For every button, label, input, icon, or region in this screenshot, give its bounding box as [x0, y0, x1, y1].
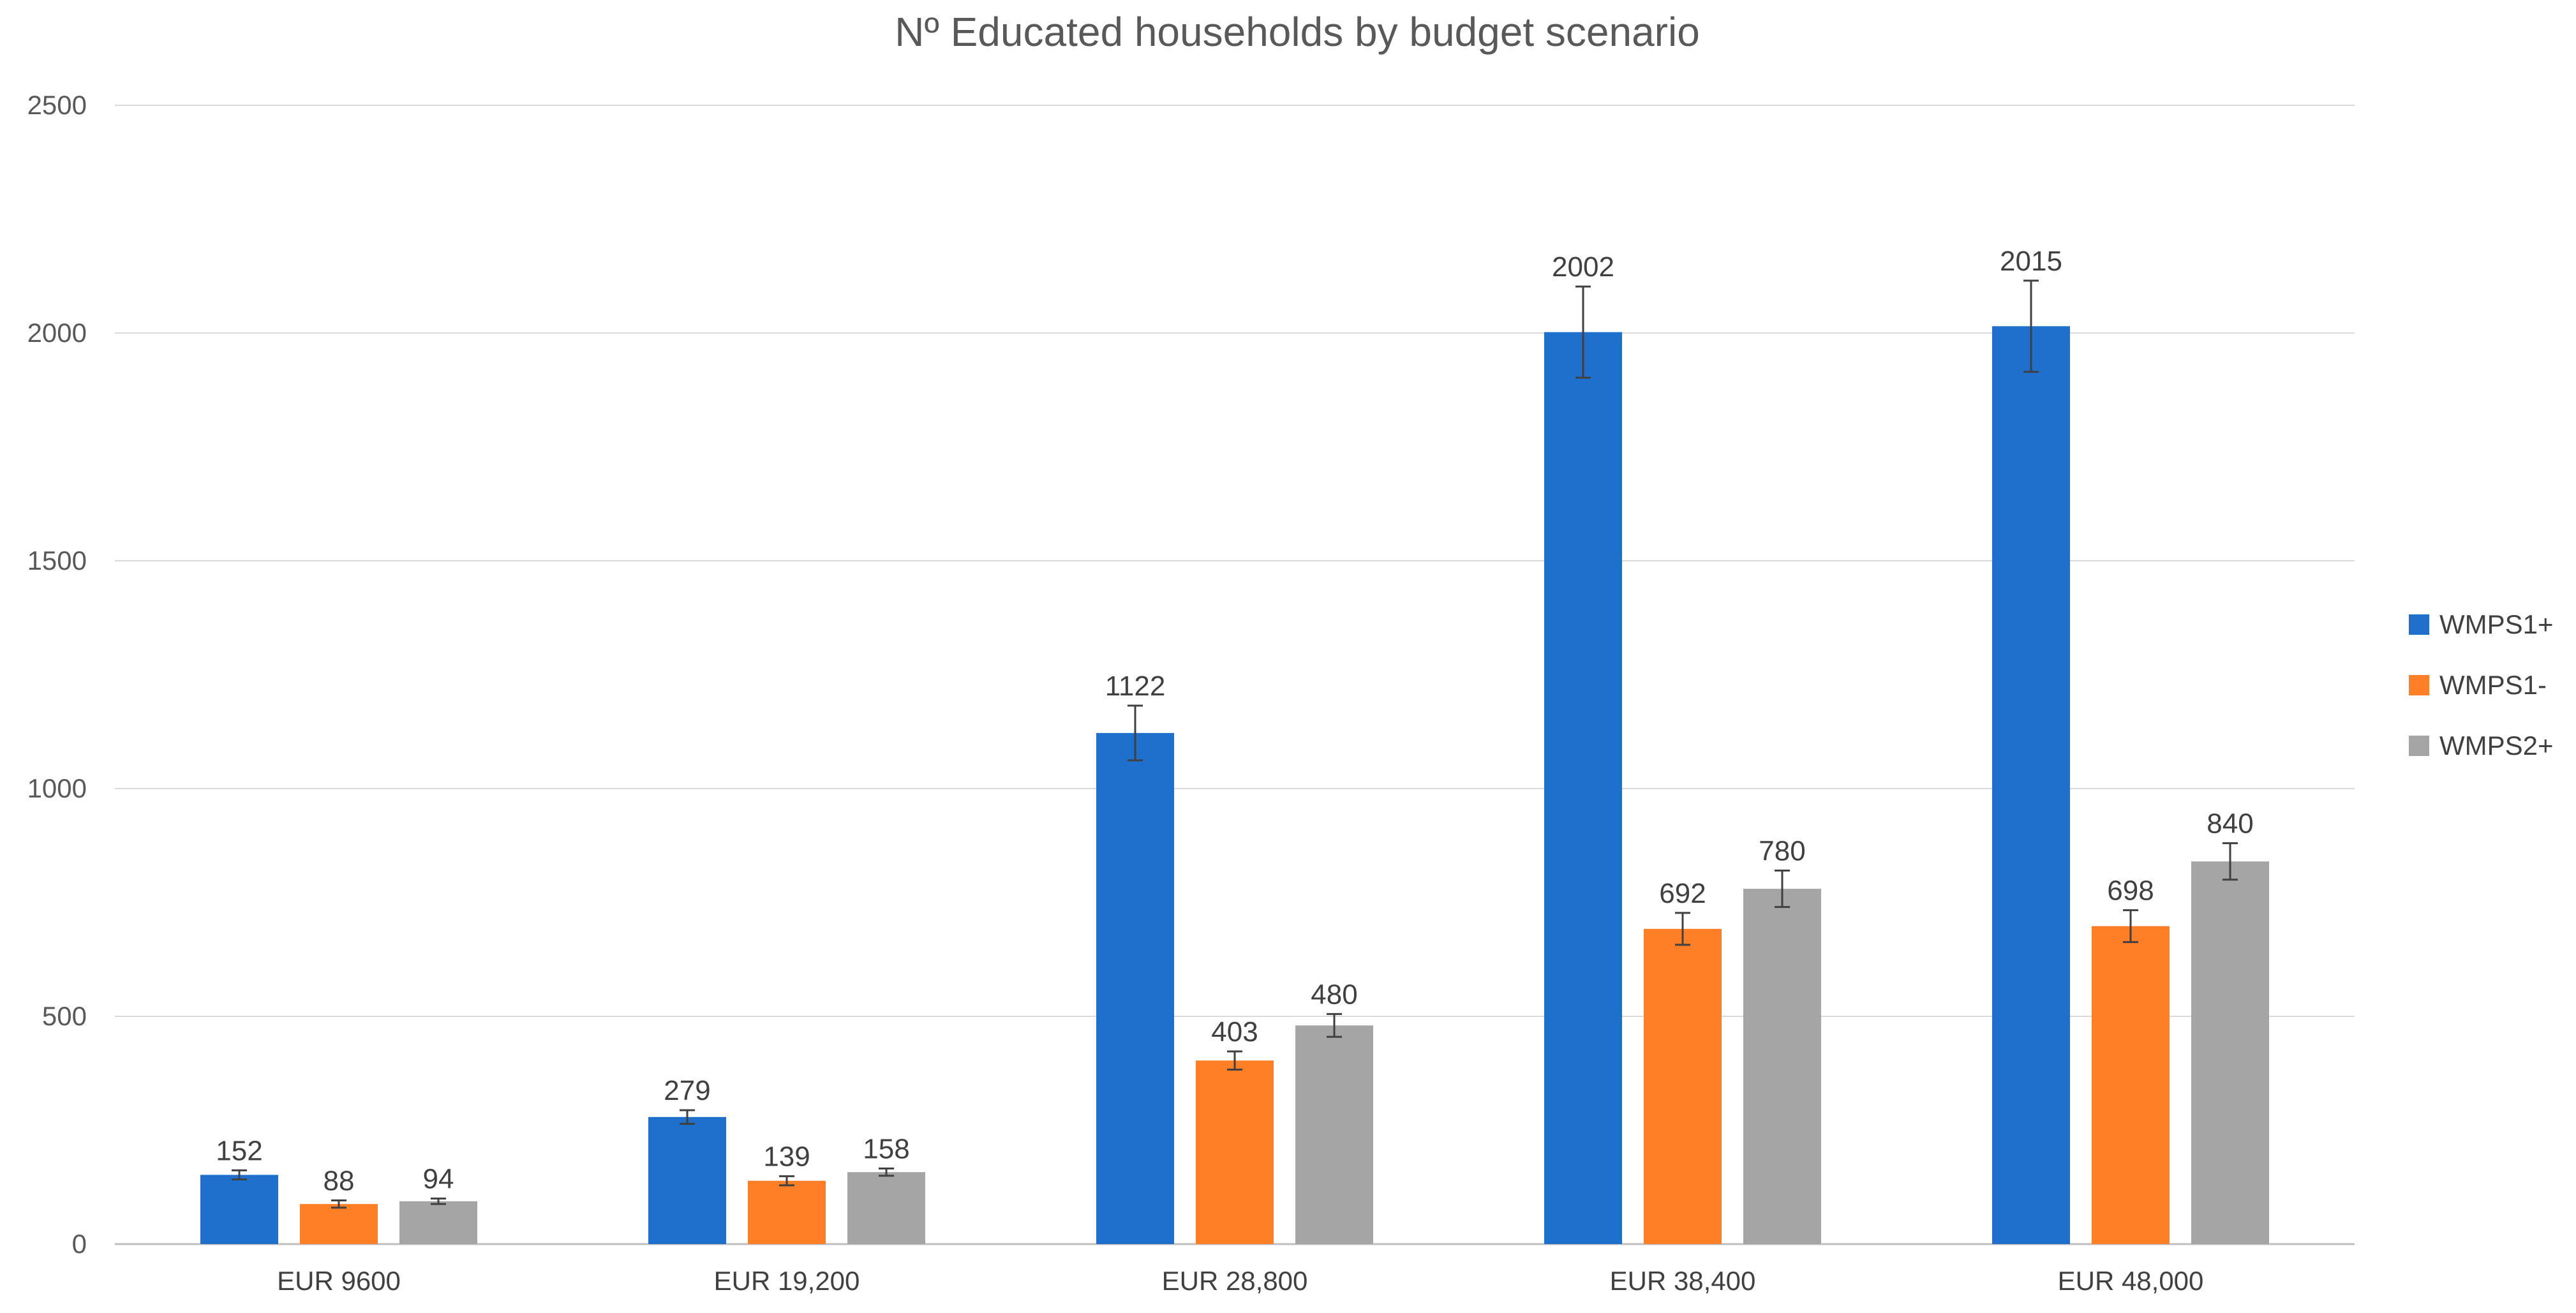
legend-label: WMPS1-	[2439, 670, 2547, 700]
data-label: 698	[2107, 875, 2154, 907]
data-label: 152	[216, 1135, 262, 1166]
bar-wmps1--2	[1096, 732, 1174, 1244]
bar-wmps1--4	[1992, 326, 2070, 1244]
data-label: 1122	[1105, 671, 1166, 702]
error-bar	[232, 1169, 247, 1181]
data-label: 88	[324, 1165, 355, 1196]
data-label: 2015	[2000, 246, 2062, 277]
y-tick-label: 2500	[27, 90, 87, 120]
bar-wmps1--2	[1196, 1060, 1274, 1244]
error-bar	[2023, 279, 2039, 373]
error-bar	[331, 1199, 346, 1209]
error-bar	[1675, 912, 1690, 946]
legend-item: WMPS1-	[2409, 670, 2547, 700]
legend-label: WMPS1+	[2439, 609, 2554, 639]
legend: WMPS1+ WMPS1- WMPS2+	[2409, 609, 2554, 760]
data-labels: 152 88 94 279 139 158 1122 403 480 2002 692 780 2015…	[216, 246, 2253, 1197]
error-bar	[431, 1198, 446, 1205]
x-category-label: EUR 9600	[277, 1266, 401, 1296]
y-tick-label: 2000	[27, 318, 87, 348]
legend-swatch	[2409, 614, 2429, 635]
data-label: 158	[863, 1133, 909, 1164]
bar-wmps2--1	[847, 1172, 925, 1244]
error-bar	[1227, 1050, 1242, 1071]
error-bar	[680, 1109, 695, 1125]
error-bar	[1128, 704, 1143, 762]
bar-wmps1--4	[2092, 926, 2170, 1244]
bar-wmps1--1	[748, 1180, 826, 1244]
x-category-label: EUR 28,800	[1162, 1266, 1308, 1296]
y-tick-label: 0	[72, 1229, 87, 1259]
error-bar	[779, 1175, 794, 1187]
data-label: 403	[1211, 1016, 1258, 1048]
legend-item: WMPS1+	[2409, 609, 2554, 639]
legend-label: WMPS2+	[2439, 731, 2554, 760]
legend-swatch	[2409, 675, 2429, 695]
data-label: 139	[763, 1141, 810, 1173]
bar-wmps1--0	[300, 1204, 378, 1244]
error-bar	[2222, 842, 2238, 881]
error-bars	[232, 279, 2238, 1209]
x-category-label: EUR 38,400	[1610, 1266, 1756, 1296]
data-label: 480	[1311, 979, 1357, 1010]
bar-wmps1--3	[1544, 332, 1622, 1244]
y-tick-label: 500	[42, 1001, 87, 1031]
data-label: 692	[1659, 878, 1706, 909]
error-bar	[1775, 870, 1790, 909]
error-bar	[879, 1167, 894, 1177]
y-axis-ticks: 0 500 1000 1500 2000 2500	[27, 90, 87, 1259]
x-category-label: EUR 48,000	[2058, 1266, 2204, 1296]
x-category-label: EUR 19,200	[714, 1266, 860, 1296]
bar-wmps2--0	[399, 1201, 477, 1244]
bar-wmps2--2	[1295, 1025, 1373, 1244]
error-bar	[1575, 285, 1591, 379]
chart-title: Nº Educated households by budget scenari…	[895, 9, 1700, 55]
legend-swatch	[2409, 736, 2429, 756]
data-label: 780	[1759, 836, 1805, 867]
bar-wmps2--3	[1743, 889, 1821, 1244]
bar-wmps1--3	[1644, 928, 1722, 1244]
data-label: 840	[2207, 808, 2253, 840]
bar-wmps1--1	[648, 1116, 726, 1244]
data-label: 2002	[1552, 251, 1614, 283]
error-bar	[1327, 1013, 1342, 1038]
x-axis-categories: EUR 9600 EUR 19,200 EUR 28,800 EUR 38,400 EU…	[277, 1266, 2203, 1296]
bar-wmps1--0	[200, 1175, 278, 1244]
bar-wmps2--4	[2191, 861, 2269, 1244]
legend-item: WMPS2+	[2409, 731, 2554, 760]
bars	[200, 326, 2269, 1244]
data-label: 94	[423, 1164, 454, 1195]
error-bar	[2123, 909, 2138, 944]
y-tick-label: 1000	[27, 773, 87, 803]
data-label: 279	[664, 1075, 710, 1106]
y-tick-label: 1500	[27, 545, 87, 575]
